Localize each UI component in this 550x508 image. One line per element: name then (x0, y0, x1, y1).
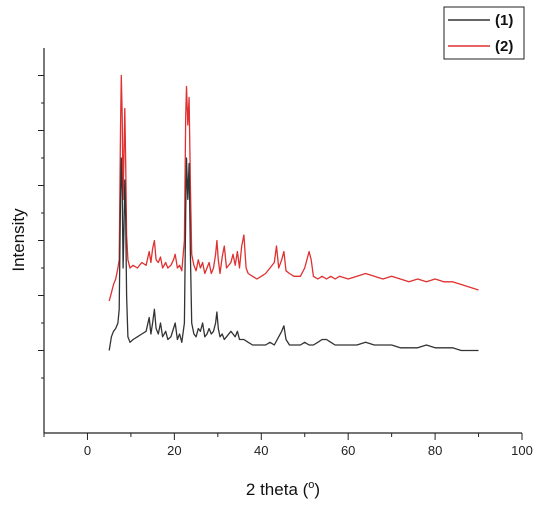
x-axis-title-close: ) (314, 480, 320, 499)
x-tick-label: 100 (511, 443, 533, 458)
x-axis-title-degree: o (308, 479, 314, 491)
legend: (1) (2) (443, 6, 525, 60)
legend-box (443, 6, 525, 60)
y-axis-title: Intensity (9, 208, 28, 272)
x-axis-title: 2 theta (o) (246, 479, 320, 499)
x-tick-label: 80 (428, 443, 442, 458)
x-tick-label: 40 (254, 443, 268, 458)
x-tick-label: 20 (167, 443, 181, 458)
y-ticks (38, 75, 44, 379)
legend-label-1: (1) (495, 12, 513, 29)
x-tick-label: 0 (84, 443, 91, 458)
legend-label-2: (2) (495, 38, 513, 55)
x-axis-title-main: 2 theta ( (246, 480, 309, 499)
axes (43, 48, 522, 434)
series-line-1 (108, 157, 479, 352)
x-ticks: 0 20 40 60 80 100 (43, 433, 533, 458)
x-tick-label: 60 (341, 443, 355, 458)
series-line-2 (108, 74, 479, 302)
series-layer (108, 74, 479, 352)
